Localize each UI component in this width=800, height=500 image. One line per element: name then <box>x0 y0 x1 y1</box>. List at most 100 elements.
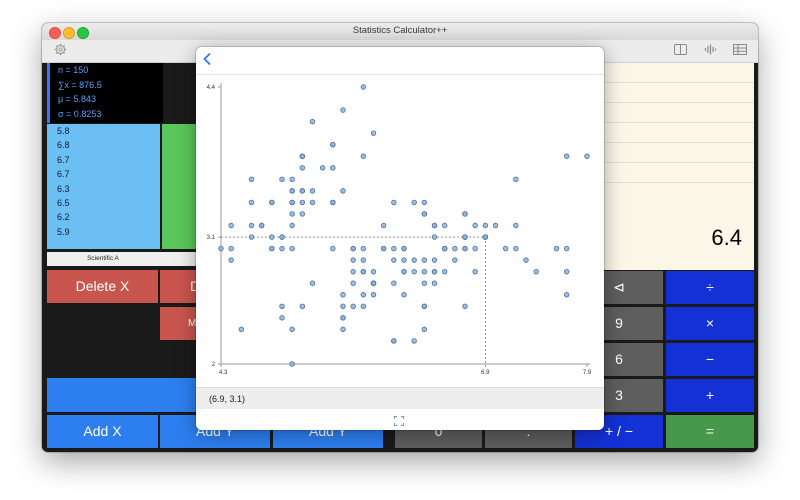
title-bar: Statistics Calculator++ <box>42 23 758 41</box>
coordinate-readout-bar: (6.9, 3.1) <box>196 387 604 410</box>
scatter-plot-popover: 4.3 6.9 7.9 4.4 3.1 2 (6.9, 3.1) <box>196 47 604 430</box>
data-point <box>350 257 356 263</box>
delete-y-button[interactable]: D <box>160 270 200 303</box>
scatter-plot-canvas[interactable]: 4.3 6.9 7.9 4.4 3.1 2 <box>196 75 604 387</box>
blue-action-area[interactable] <box>47 378 200 412</box>
data-point <box>330 142 336 148</box>
data-point <box>472 245 478 252</box>
data-point <box>309 199 316 206</box>
data-point <box>421 199 428 206</box>
data-point <box>452 245 458 252</box>
data-point <box>299 188 306 194</box>
list-item[interactable]: 6.5 <box>57 197 70 208</box>
data-point <box>299 153 306 159</box>
data-point <box>523 257 529 263</box>
data-point <box>360 268 367 275</box>
list-item[interactable]: 5.9 <box>57 226 70 237</box>
data-point <box>330 199 336 206</box>
window-title: Statistics Calculator++ <box>352 25 448 36</box>
data-point <box>299 303 306 309</box>
list-item[interactable]: 6.7 <box>57 154 70 165</box>
subtract-button[interactable]: − <box>666 343 754 376</box>
list-item[interactable]: 6.7 <box>57 169 70 180</box>
data-point <box>563 245 570 252</box>
data-point <box>299 199 306 206</box>
data-point <box>513 176 519 183</box>
x-tick-label: 6.9 <box>481 370 490 376</box>
x-values-list[interactable]: 5.8 6.8 6.7 6.7 6.3 6.5 6.2 5.9 <box>47 124 160 249</box>
data-point <box>340 188 346 194</box>
y-values-list[interactable] <box>162 124 202 249</box>
delete-x-button[interactable]: Delete X <box>47 270 158 303</box>
data-point <box>391 257 397 263</box>
data-point <box>330 245 336 252</box>
split-view-icon[interactable] <box>672 43 688 59</box>
data-point <box>299 211 306 217</box>
data-point <box>218 245 224 252</box>
data-point <box>340 107 346 113</box>
list-item[interactable]: 6.3 <box>57 183 70 194</box>
list-item[interactable]: 5.8 <box>57 126 70 136</box>
data-point <box>431 280 438 286</box>
data-point <box>289 326 295 333</box>
data-point <box>370 292 377 298</box>
data-point <box>360 245 367 252</box>
data-point <box>401 245 407 252</box>
add-button[interactable]: + <box>666 379 754 412</box>
data-point <box>391 338 397 344</box>
data-point <box>289 176 295 183</box>
divide-button[interactable]: ÷ <box>666 271 754 304</box>
data-point <box>330 165 336 171</box>
data-point <box>360 303 367 309</box>
data-point <box>309 280 316 286</box>
table-icon[interactable] <box>732 43 748 59</box>
data-point <box>513 222 519 229</box>
list-item[interactable]: 6.8 <box>57 140 70 151</box>
gear-icon[interactable] <box>52 43 68 59</box>
data-point <box>340 303 346 309</box>
data-point <box>309 188 316 194</box>
data-point <box>421 326 428 333</box>
data-point <box>340 326 346 333</box>
data-point <box>441 222 448 229</box>
data-point <box>350 268 356 275</box>
data-point <box>340 315 346 321</box>
multiply-button[interactable]: × <box>666 307 754 340</box>
data-point <box>462 234 468 240</box>
data-point <box>472 268 478 275</box>
data-point <box>279 176 285 183</box>
data-point <box>340 292 346 298</box>
data-point <box>289 211 295 217</box>
y-tick-label: 4.4 <box>207 85 216 91</box>
scatter-plot[interactable]: 4.3 6.9 7.9 4.4 3.1 2 <box>196 75 604 387</box>
list-item[interactable]: 6.2 <box>57 212 70 223</box>
close-window-button[interactable] <box>49 27 61 39</box>
minimize-window-button[interactable] <box>63 27 75 39</box>
data-point <box>391 199 397 206</box>
display-value: 6.4 <box>711 225 742 250</box>
equals-button[interactable]: = <box>666 415 754 448</box>
tab-scientific-a[interactable]: Scientific A <box>87 255 119 262</box>
data-point <box>289 222 295 229</box>
maximize-window-button[interactable] <box>77 27 89 39</box>
data-point <box>350 245 356 252</box>
mode-tab-bar: Scientific A <box>47 252 197 266</box>
data-point <box>431 268 438 275</box>
popover-footer <box>196 409 604 430</box>
data-point <box>411 199 417 206</box>
data-point <box>248 176 255 183</box>
add-x-button[interactable]: Add X <box>47 415 158 448</box>
data-point <box>258 222 265 229</box>
data-point <box>289 245 295 252</box>
data-point <box>309 118 316 125</box>
chevron-left-icon[interactable] <box>202 52 212 70</box>
waveform-icon[interactable] <box>702 43 718 59</box>
data-point <box>370 268 377 275</box>
statistics-summary: n = 150 ∑x = 876.5 μ = 5.843 σ = 0.8253 <box>47 63 163 123</box>
expand-icon[interactable] <box>393 413 405 427</box>
data-point <box>401 292 407 298</box>
data-point <box>411 338 417 344</box>
data-point <box>411 257 417 263</box>
mode-button[interactable]: M <box>160 307 200 340</box>
data-point <box>269 199 275 206</box>
